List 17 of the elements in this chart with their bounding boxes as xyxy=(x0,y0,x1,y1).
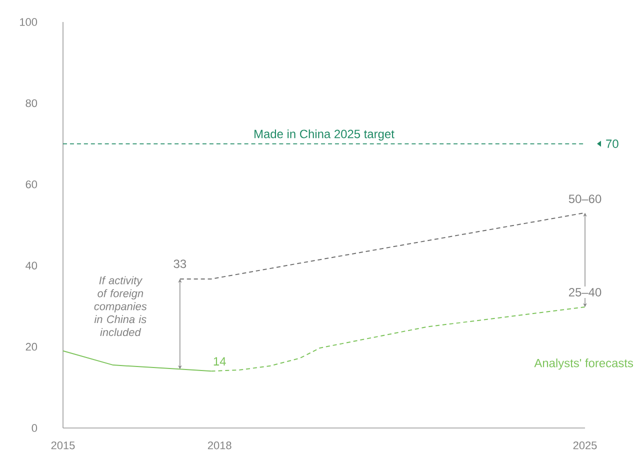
x-tick-label: 2025 xyxy=(573,442,597,450)
y-tick-label: 60 xyxy=(26,180,38,188)
y-tick-label: 100 xyxy=(20,18,38,26)
y-tick-label: 0 xyxy=(32,424,38,432)
y-tick-label: 40 xyxy=(26,262,38,270)
annotation: 14 xyxy=(214,357,226,366)
annotation: 25–40 xyxy=(568,288,602,296)
text: Analysts' forecasts xyxy=(534,358,634,370)
x-tick-label: 2018 xyxy=(208,442,232,450)
annotation: If activity of foreign companies in China is included xyxy=(94,276,147,336)
annotation: 33 xyxy=(174,260,186,268)
annotation: 70 xyxy=(606,140,618,148)
annotation: 50–60 xyxy=(568,194,602,204)
y-tick-label: 80 xyxy=(26,99,38,108)
y-tick-label: 20 xyxy=(26,342,38,351)
x-tick-label: 2015 xyxy=(51,442,75,450)
ref-line-label: Made in China 2025 target xyxy=(254,129,394,141)
